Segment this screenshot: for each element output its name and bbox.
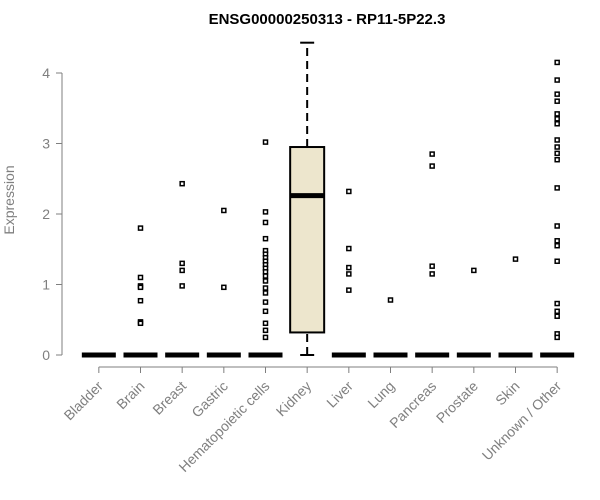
outlier-8-1 — [429, 163, 435, 169]
outlier-8-0 — [429, 151, 435, 157]
outlier-2-2 — [179, 267, 185, 274]
outlier-10-0 — [512, 256, 519, 262]
outlier-4-1 — [262, 209, 269, 215]
outlier-2-0 — [179, 180, 185, 187]
y-tick-label-3: 3 — [42, 136, 50, 152]
outlier-4-2 — [262, 219, 269, 226]
outlier-4-17 — [262, 320, 269, 327]
outlier-11-17 — [554, 308, 560, 315]
outlier-1-6 — [137, 320, 144, 327]
outlier-6-3 — [346, 271, 352, 277]
box-group-10 — [498, 256, 533, 358]
outlier-2-1 — [179, 260, 185, 267]
box-group-7 — [373, 297, 408, 358]
outlier-1-0 — [137, 225, 144, 231]
outlier-11-2 — [554, 91, 560, 97]
y-tick-label-4: 4 — [42, 65, 50, 81]
box-group-4 — [248, 139, 283, 358]
outlier-11-13 — [554, 238, 560, 244]
outlier-11-20 — [554, 334, 560, 341]
outlier-11-9 — [554, 150, 560, 157]
y-tick-label-1: 1 — [42, 277, 50, 293]
outlier-4-14 — [262, 290, 269, 296]
box-group-3 — [206, 207, 241, 358]
x-tick-label-7: Lung — [364, 378, 397, 411]
outlier-11-0 — [554, 59, 560, 66]
outlier-11-14 — [554, 242, 560, 249]
outlier-9-0 — [471, 267, 477, 274]
outlier-11-1 — [554, 77, 560, 83]
plot-area — [81, 41, 575, 358]
outlier-6-1 — [346, 245, 352, 252]
outlier-4-15 — [262, 299, 269, 305]
outlier-1-4 — [137, 297, 144, 304]
x-tick-label-1: Brain — [113, 378, 147, 412]
outlier-11-12 — [554, 223, 560, 229]
outlier-3-0 — [221, 207, 227, 214]
y-axis: 0 1 2 3 4 — [42, 65, 63, 363]
x-tick-label-6: Liver — [323, 378, 356, 411]
outlier-11-18 — [554, 313, 560, 319]
outlier-4-18 — [262, 327, 269, 334]
outlier-4-19 — [262, 334, 269, 341]
outlier-4-12 — [262, 278, 269, 284]
outlier-11-4 — [554, 111, 560, 117]
box-group-1 — [123, 225, 158, 358]
outlier-4-3 — [262, 235, 269, 242]
outlier-4-13 — [262, 285, 269, 291]
x-tick-label-11: Unknown / Other — [479, 378, 565, 464]
y-tick-label-2: 2 — [42, 206, 50, 222]
outlier-3-1 — [221, 284, 227, 291]
outlier-4-10 — [262, 269, 269, 275]
box-group-11 — [540, 59, 575, 358]
outlier-11-11 — [554, 185, 560, 191]
outlier-6-4 — [346, 287, 352, 293]
outlier-11-15 — [554, 258, 560, 264]
box-group-8 — [415, 151, 450, 358]
outlier-6-2 — [346, 264, 352, 271]
x-tick-label-9: Prostate — [433, 378, 481, 426]
outlier-11-6 — [554, 121, 560, 127]
outlier-11-10 — [554, 156, 560, 163]
y-tick-label-0: 0 — [42, 347, 50, 363]
box-group-6 — [331, 188, 366, 358]
outlier-11-8 — [554, 144, 560, 150]
outlier-6-0 — [346, 188, 352, 195]
box-group-5 — [289, 41, 326, 356]
outlier-11-5 — [554, 116, 560, 122]
box-group-9 — [456, 267, 491, 358]
outlier-11-16 — [554, 300, 560, 307]
x-tick-label-5: Kidney — [273, 378, 315, 420]
y-axis-label: Expression — [1, 165, 17, 234]
box-group-2 — [165, 180, 200, 358]
outlier-2-3 — [179, 283, 185, 289]
chart-title: ENSG00000250313 - RP11-5P22.3 — [209, 11, 446, 28]
outlier-4-0 — [262, 139, 269, 145]
outlier-7-0 — [387, 297, 394, 303]
outlier-11-7 — [554, 137, 560, 143]
outlier-8-3 — [429, 271, 435, 277]
x-tick-label-10: Skin — [492, 378, 523, 409]
outlier-1-3 — [137, 284, 144, 291]
box-5 — [289, 146, 326, 334]
outlier-11-3 — [554, 98, 560, 104]
x-tick-label-2: Breast — [149, 378, 189, 418]
outlier-4-11 — [262, 273, 269, 279]
outlier-4-16 — [262, 308, 269, 315]
outlier-8-2 — [429, 263, 435, 269]
outlier-1-1 — [137, 274, 144, 281]
x-tick-label-0: Bladder — [61, 378, 107, 424]
